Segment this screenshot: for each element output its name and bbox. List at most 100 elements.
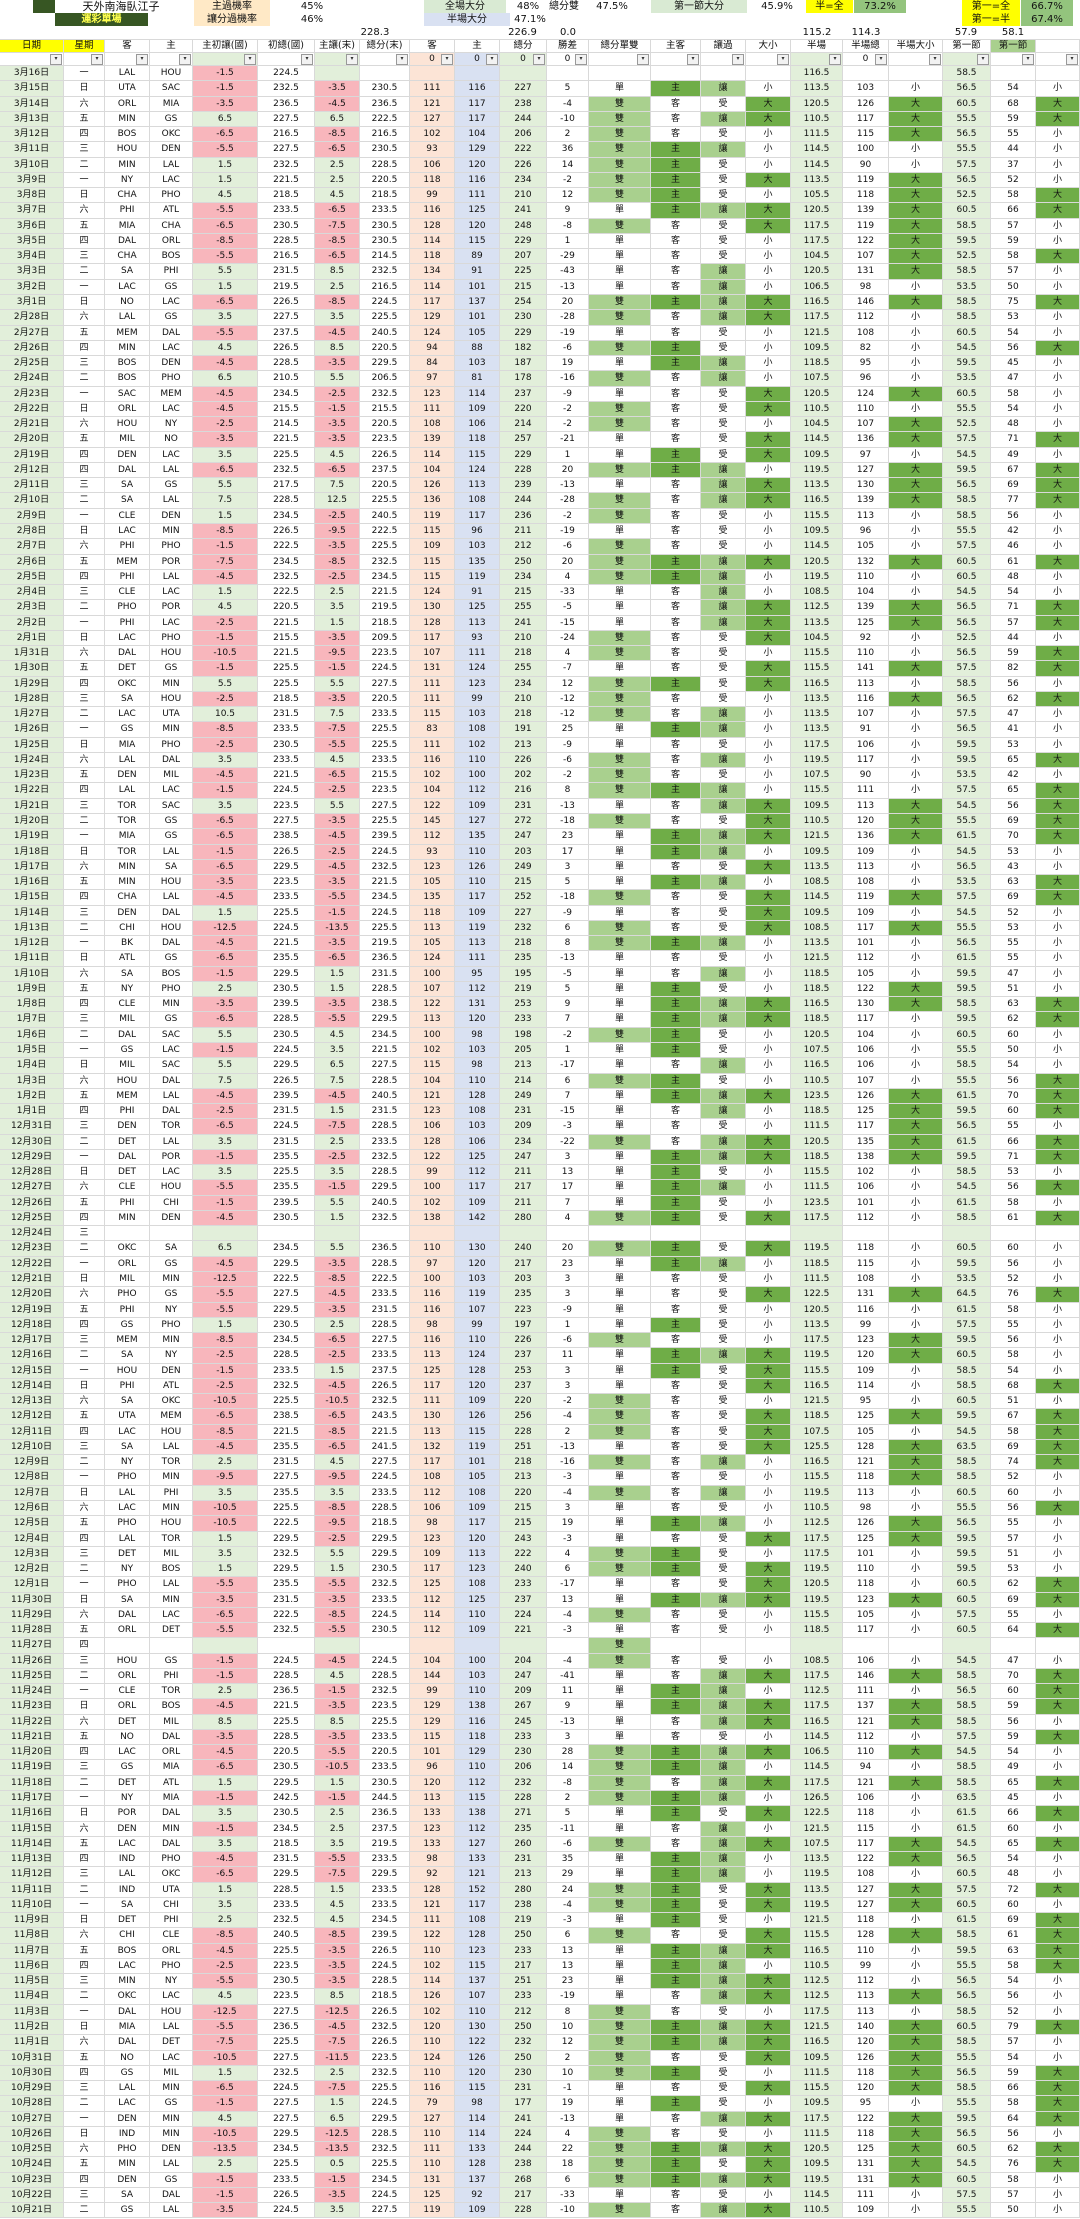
cell-r32-c14[interactable]: 讓 <box>701 554 746 570</box>
cell-r69-c7[interactable]: 228.5 <box>360 1119 410 1135</box>
cell-r1-c18[interactable]: 小 <box>889 81 943 97</box>
cell-r133-c16[interactable]: 109.5 <box>791 2096 843 2112</box>
cell-r105-c2[interactable]: ORL <box>105 1668 150 1685</box>
cell-r24-c13[interactable]: 客 <box>651 432 701 448</box>
cell-r55-c19[interactable]: 54.5 <box>943 905 991 921</box>
cell-r132-c3[interactable]: MIN <box>150 2081 193 2097</box>
cell-r124-c1[interactable]: 四 <box>64 1958 105 1975</box>
cell-r51-c3[interactable]: LAL <box>150 844 193 860</box>
cell-r48-c6[interactable]: 5.5 <box>315 798 360 815</box>
cell-r54-c6[interactable]: -5.5 <box>315 890 360 906</box>
cell-r106-c2[interactable]: CLE <box>105 1684 150 1700</box>
cell-r46-c16[interactable]: 107.5 <box>791 768 843 784</box>
cell-r6-c13[interactable]: 主 <box>651 157 701 173</box>
cell-r93-c0[interactable]: 12月7日 <box>0 1485 64 1501</box>
cell-r69-c0[interactable]: 12月31日 <box>0 1119 64 1135</box>
cell-r112-c7[interactable]: 230.5 <box>360 1775 410 1792</box>
cell-r34-c14[interactable]: 讓 <box>701 585 746 601</box>
cell-r34-c19[interactable]: 54.5 <box>943 585 991 601</box>
cell-r1-c20[interactable]: 54 <box>991 81 1036 97</box>
cell-r7-c19[interactable]: 56.5 <box>943 172 991 189</box>
cell-r43-c10[interactable]: 191 <box>500 722 547 738</box>
cell-r121-c10[interactable]: 219 <box>500 1913 547 1929</box>
cell-r119-c6[interactable]: 1.5 <box>315 1882 360 1898</box>
cell-r72-c9[interactable]: 112 <box>455 1165 500 1181</box>
cell-r117-c17[interactable]: 122 <box>843 1852 889 1868</box>
cell-r25-c1[interactable]: 四 <box>64 447 105 463</box>
cell-r26-c2[interactable]: DAL <box>105 462 150 479</box>
cell-r51-c7[interactable]: 224.5 <box>360 844 410 860</box>
cell-r20-c21[interactable]: 小 <box>1036 371 1080 387</box>
cell-r12-c7[interactable]: 214.5 <box>360 249 410 265</box>
cell-r61-c2[interactable]: CLE <box>105 997 150 1013</box>
cell-r43-c4[interactable]: -8.5 <box>193 722 258 738</box>
cell-r17-c4[interactable]: -5.5 <box>193 325 258 341</box>
cell-r125-c7[interactable]: 228.5 <box>360 1974 410 1990</box>
cell-r42-c14[interactable]: 讓 <box>701 707 746 723</box>
cell-r56-c18[interactable]: 大 <box>889 920 943 937</box>
cell-r61-c13[interactable]: 主 <box>651 997 701 1013</box>
cell-r35-c8[interactable]: 130 <box>410 600 455 616</box>
cell-r126-c16[interactable]: 112.5 <box>791 1989 843 2005</box>
cell-r96-c17[interactable]: 125 <box>843 1531 889 1547</box>
cell-r139-c13[interactable]: 客 <box>651 2187 701 2204</box>
cell-r126-c20[interactable]: 56 <box>991 1989 1036 2005</box>
cell-r15-c21[interactable]: 大 <box>1036 294 1080 311</box>
cell-r87-c20[interactable]: 51 <box>991 1394 1036 1410</box>
cell-r82-c6[interactable]: 2.5 <box>315 1317 360 1334</box>
cell-r131-c10[interactable]: 230 <box>500 2065 547 2082</box>
cell-r106-c17[interactable]: 111 <box>843 1684 889 1700</box>
cell-r39-c10[interactable]: 255 <box>500 661 547 677</box>
cell-r77-c2[interactable]: OKC <box>105 1241 150 1257</box>
cell-r106-c1[interactable]: 一 <box>64 1684 105 1700</box>
cell-r113-c11[interactable]: 2 <box>547 1791 589 1807</box>
cell-r28-c12[interactable]: 雙 <box>589 493 651 509</box>
cell-r28-c13[interactable]: 客 <box>651 493 701 509</box>
cell-r104-c10[interactable]: 204 <box>500 1653 547 1669</box>
cell-r53-c9[interactable]: 110 <box>455 875 500 891</box>
cell-r30-c1[interactable]: 日 <box>64 523 105 540</box>
cell-r58-c6[interactable]: -6.5 <box>315 951 360 967</box>
cell-r47-c18[interactable]: 小 <box>889 783 943 799</box>
cell-r67-c1[interactable]: 五 <box>64 1088 105 1105</box>
cell-r72-c17[interactable]: 102 <box>843 1165 889 1181</box>
cell-r35-c0[interactable]: 2月3日 <box>0 600 64 616</box>
cell-r122-c17[interactable]: 128 <box>843 1928 889 1944</box>
cell-r68-c14[interactable]: 讓 <box>701 1104 746 1120</box>
cell-r107-c18[interactable]: 大 <box>889 1699 943 1715</box>
cell-r87-c3[interactable]: OKC <box>150 1394 193 1410</box>
cell-r17-c13[interactable]: 客 <box>651 325 701 341</box>
cell-r17-c12[interactable]: 單 <box>589 325 651 341</box>
cell-r111-c11[interactable]: 14 <box>547 1760 589 1776</box>
cell-r82-c0[interactable]: 12月18日 <box>0 1317 64 1334</box>
cell-r87-c18[interactable]: 小 <box>889 1394 943 1410</box>
cell-r52-c0[interactable]: 1月17日 <box>0 859 64 876</box>
cell-r106-c19[interactable]: 56.5 <box>943 1684 991 1700</box>
cell-r22-c7[interactable]: 215.5 <box>360 401 410 418</box>
cell-r122-c12[interactable]: 雙 <box>589 1928 651 1944</box>
cell-r15-c4[interactable]: -6.5 <box>193 294 258 311</box>
cell-r10-c0[interactable]: 3月6日 <box>0 218 64 234</box>
cell-r50-c16[interactable]: 121.5 <box>791 829 843 845</box>
cell-r131-c7[interactable]: 232.5 <box>360 2065 410 2082</box>
cell-r32-c11[interactable]: 20 <box>547 554 589 570</box>
cell-r68-c17[interactable]: 125 <box>843 1104 889 1120</box>
cell-r97-c19[interactable]: 59.5 <box>943 1546 991 1563</box>
cell-r121-c2[interactable]: DET <box>105 1913 150 1929</box>
cell-r2-c19[interactable]: 60.5 <box>943 96 991 112</box>
cell-r15-c7[interactable]: 224.5 <box>360 294 410 311</box>
cell-r52-c14[interactable]: 受 <box>701 859 746 876</box>
cell-r84-c10[interactable]: 237 <box>500 1348 547 1364</box>
cell-r89-c17[interactable]: 105 <box>843 1424 889 1440</box>
cell-r10-c1[interactable]: 五 <box>64 218 105 234</box>
cell-r134-c10[interactable]: 241 <box>500 2111 547 2127</box>
cell-r57-c9[interactable]: 113 <box>455 936 500 952</box>
cell-r117-c15[interactable]: 小 <box>746 1852 791 1868</box>
cell-r122-c15[interactable]: 大 <box>746 1928 791 1944</box>
cell-r59-c19[interactable]: 59.5 <box>943 966 991 982</box>
cell-r60-c13[interactable]: 主 <box>651 981 701 998</box>
cell-r9-c17[interactable]: 139 <box>843 203 889 219</box>
cell-r45-c10[interactable]: 226 <box>500 752 547 769</box>
cell-r47-c16[interactable]: 115.5 <box>791 783 843 799</box>
cell-r103-c21[interactable] <box>1036 1638 1080 1654</box>
